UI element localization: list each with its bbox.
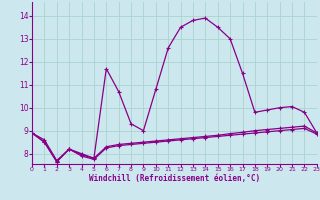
X-axis label: Windchill (Refroidissement éolien,°C): Windchill (Refroidissement éolien,°C) <box>89 174 260 183</box>
